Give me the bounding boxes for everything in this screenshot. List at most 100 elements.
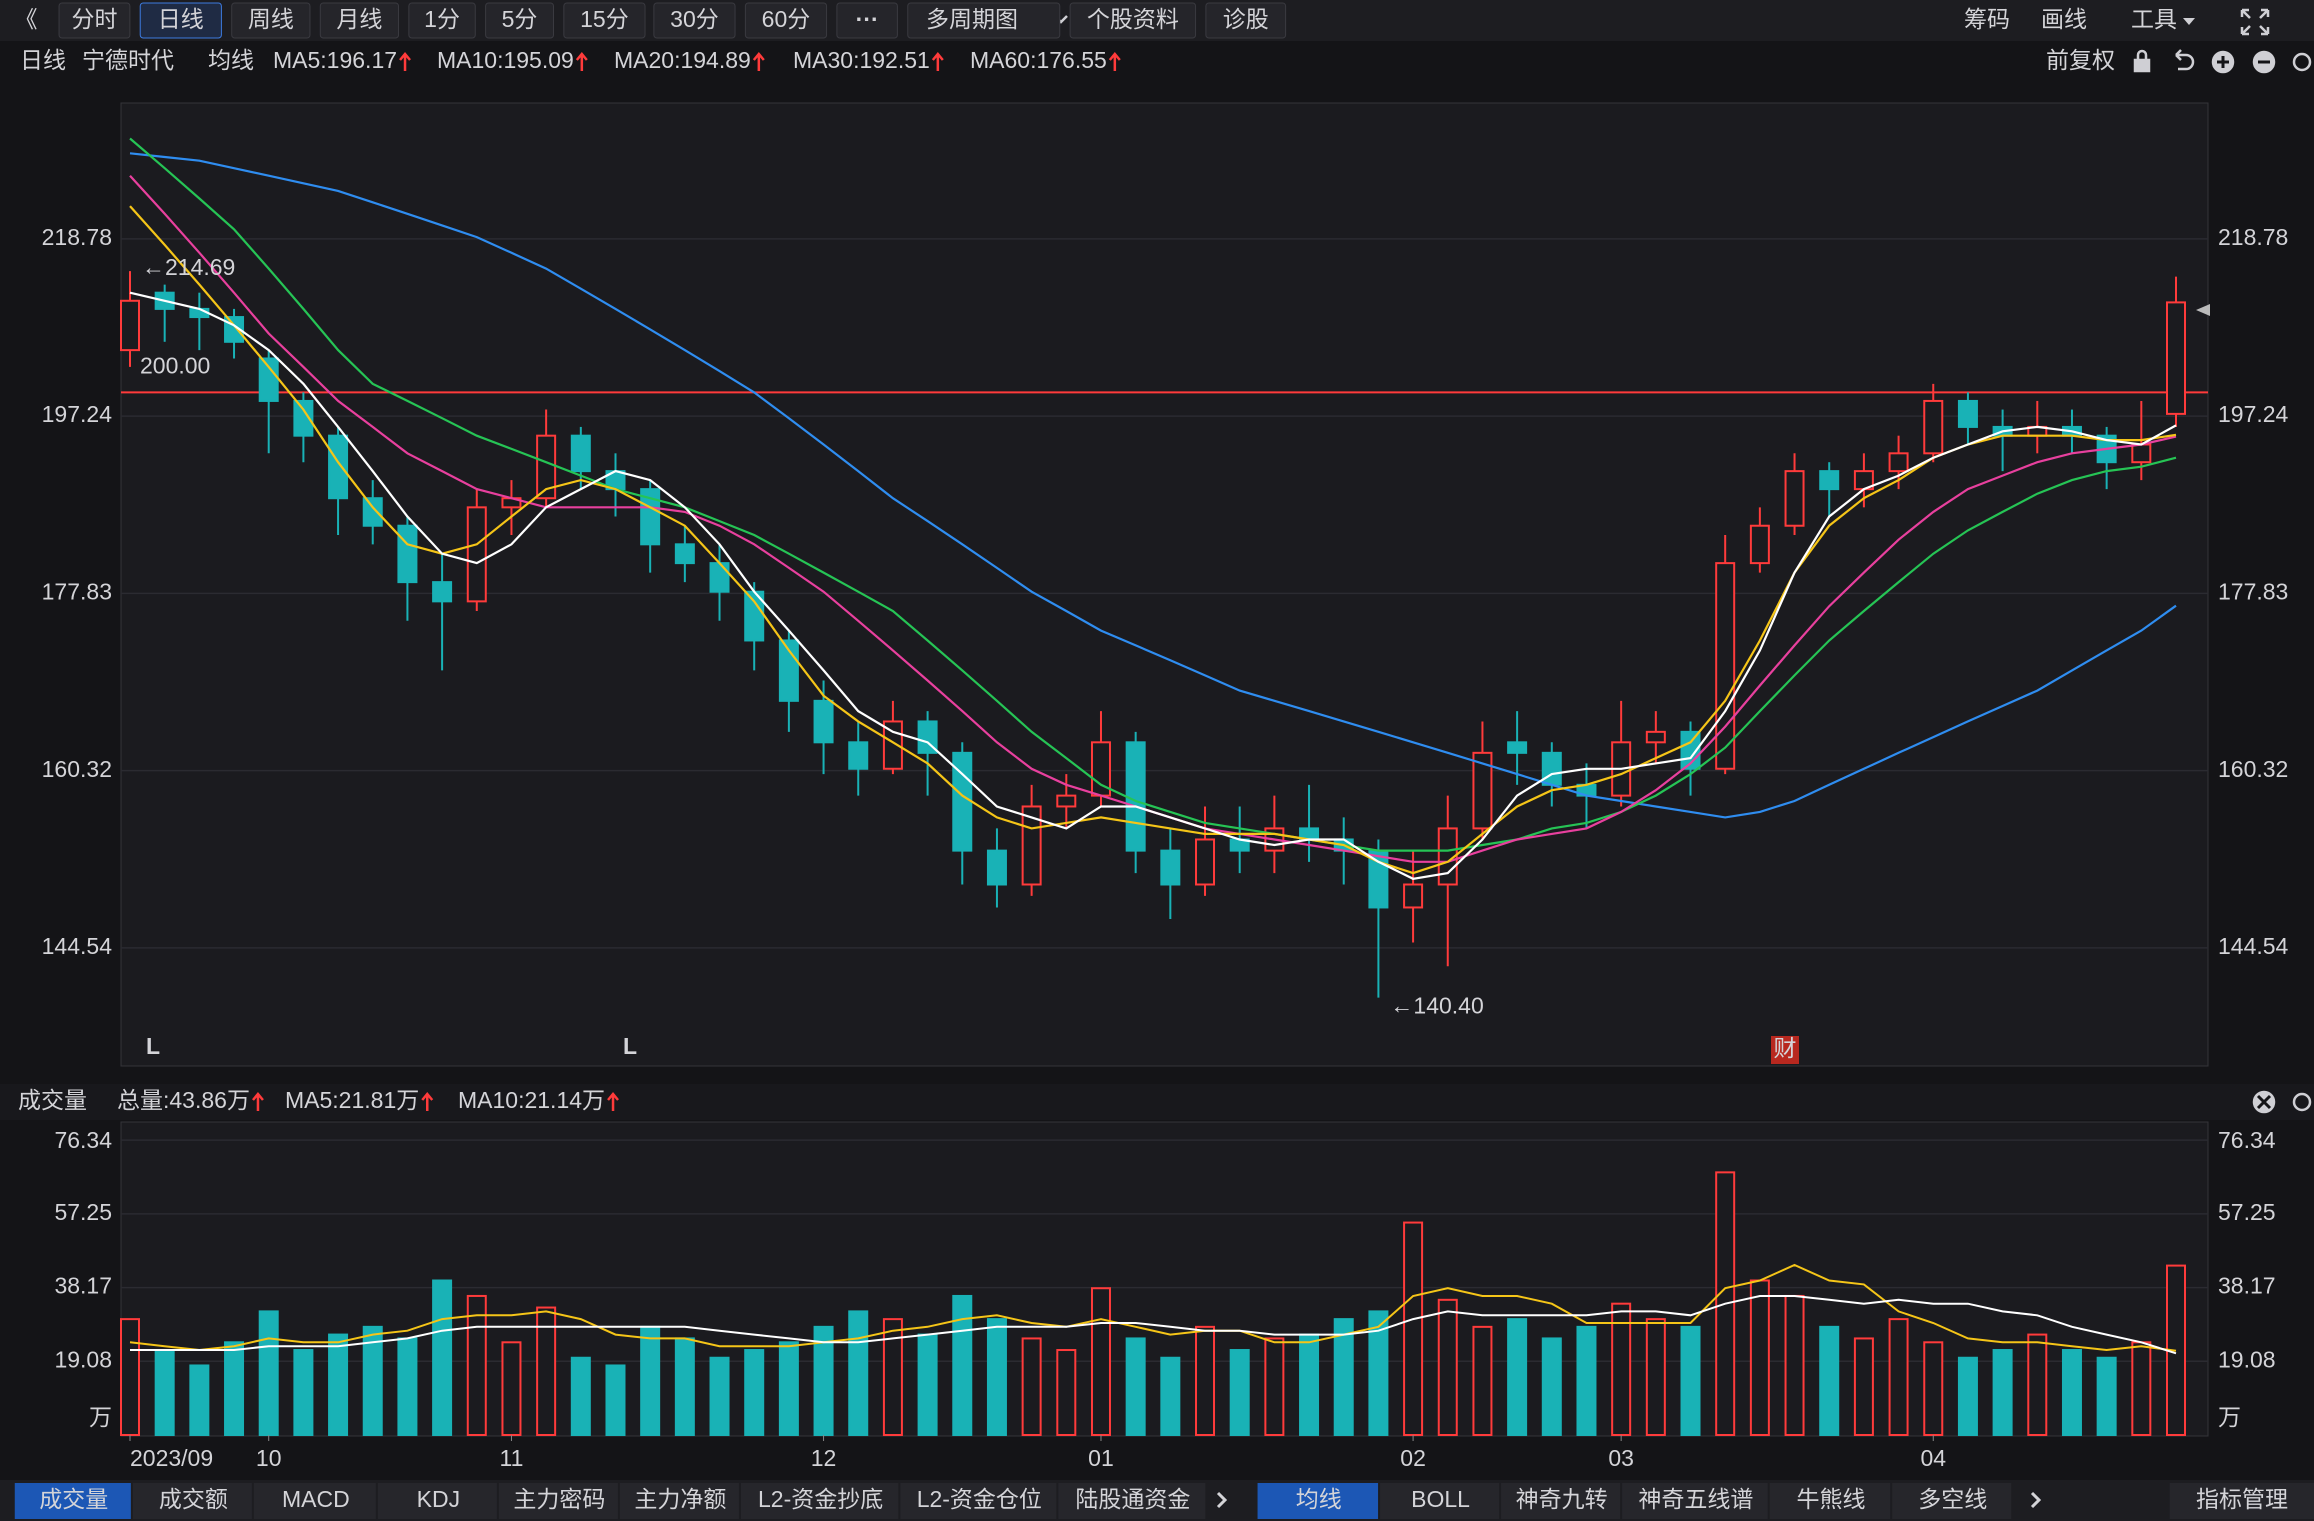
indicator-tab[interactable]: [377, 1483, 497, 1519]
volume-bar: [709, 1356, 730, 1436]
toolbar-button[interactable]: [1205, 2, 1287, 39]
signal-marker: L: [623, 1033, 637, 1059]
toolbar-button[interactable]: [485, 2, 555, 39]
toolbar-button[interactable]: [1069, 2, 1197, 39]
finance-marker: 财: [1774, 1035, 1797, 1061]
volume-bar: [1056, 1349, 1077, 1437]
volume-tick-label: 57.25: [54, 1199, 112, 1225]
volume-bar: [1645, 1318, 1666, 1436]
candle-body: [1819, 470, 1840, 491]
toolbar-button[interactable]: [319, 2, 400, 39]
toolbar-button[interactable]: [836, 2, 898, 39]
volume-bar: [1819, 1325, 1840, 1436]
volume-tick-label: 万: [89, 1404, 112, 1430]
volume-bar: [1680, 1325, 1701, 1436]
extreme-annotation: ←214.69: [142, 254, 235, 280]
volume-bar: [1888, 1318, 1909, 1436]
volume-settings-icon[interactable]: [2292, 1092, 2312, 1112]
overlay-tab[interactable]: [1769, 1483, 1891, 1519]
overlay-tab[interactable]: [1892, 1483, 2012, 1519]
volume-tick-label: 38.17: [54, 1273, 112, 1299]
volume-bar: [1403, 1221, 1424, 1436]
toolbar-button[interactable]: [653, 2, 736, 39]
candle-body: [848, 741, 869, 770]
indicator-tab[interactable]: [132, 1483, 252, 1519]
volume-ma-line: [130, 1295, 2177, 1355]
ma-legend: MA20:194.89: [614, 47, 751, 73]
volume-bar: [1507, 1318, 1528, 1436]
indicator-tab[interactable]: [14, 1483, 131, 1519]
indicator-tab[interactable]: [900, 1483, 1057, 1519]
volume-tick-label: 76.34: [54, 1127, 112, 1153]
volume-bar: [1299, 1333, 1320, 1436]
overlay-tab[interactable]: [1257, 1483, 1379, 1519]
settings-icon[interactable]: [2292, 52, 2312, 72]
toolbar-button[interactable]: [408, 2, 476, 39]
x-tick-label: 10: [256, 1445, 282, 1471]
overlay-tab[interactable]: [1380, 1483, 1500, 1519]
indicator-tab[interactable]: [253, 1483, 376, 1519]
toolbar-right-label[interactable]: 画线: [2041, 6, 2087, 32]
volume-bar: [2061, 1349, 2082, 1437]
volume-bar: [1195, 1325, 1216, 1436]
candle-body: [120, 299, 140, 352]
tab-scroll-icons[interactable]: [1216, 1491, 2042, 1509]
indicator-tab[interactable]: [619, 1483, 739, 1519]
toolbar-button[interactable]: [563, 2, 646, 39]
volume-bar: [570, 1356, 591, 1436]
candle-body: [1403, 883, 1424, 909]
volume-tick-label: 19.08: [54, 1346, 112, 1372]
volume-bar: [1853, 1337, 1874, 1436]
price-pointer: [2196, 304, 2210, 316]
finance-marker-box[interactable]: [1771, 1036, 1799, 1064]
volume-bar: [1229, 1349, 1250, 1437]
x-tick-label: 04: [1920, 1445, 1946, 1471]
volume-ma-line: [129, 1263, 2177, 1352]
y-tick-label: 160.32: [42, 756, 112, 782]
manage-tab[interactable]: [2169, 1483, 2314, 1519]
indicator-tab[interactable]: [740, 1483, 899, 1519]
ma-line: [129, 291, 2177, 880]
indicator-tab-label: MACD: [282, 1486, 350, 1512]
volume-bar: [120, 1318, 140, 1436]
lock-icon[interactable]: [2133, 58, 2151, 73]
y-tick-label-right: 177.83: [2218, 578, 2288, 604]
indicator-tab-label: 主力密码: [513, 1486, 605, 1512]
adjust-label[interactable]: 前复权: [2046, 47, 2115, 73]
undo-icon[interactable]: [2175, 49, 2195, 71]
ma-legend: MA10:195.09: [437, 47, 574, 73]
ma-title: 均线: [208, 47, 254, 73]
toolbar-button[interactable]: [744, 2, 828, 39]
toolbar-button[interactable]: [58, 2, 131, 39]
ma-legend: MA30:192.51: [793, 47, 930, 73]
volume-bar: [2131, 1341, 2152, 1437]
candle-body: [1125, 741, 1146, 852]
toolbar-label: 分时: [71, 6, 117, 32]
indicator-tab[interactable]: [498, 1483, 618, 1519]
overlay-tab[interactable]: [1622, 1483, 1768, 1519]
indicator-tab[interactable]: [1058, 1483, 1206, 1519]
candle-body: [1195, 838, 1216, 886]
toolbar-label: 5分: [502, 6, 538, 32]
volume-bar: [362, 1325, 383, 1436]
toolbar-right-label[interactable]: 筹码: [1964, 6, 2010, 32]
fullscreen-icon[interactable]: [2240, 8, 2270, 36]
up-arrow: [575, 52, 588, 71]
toolbar-button[interactable]: [231, 2, 311, 39]
toolbar-button[interactable]: [907, 2, 1061, 39]
volume-tick-label-right: 76.34: [2218, 1127, 2276, 1153]
toolbar-button[interactable]: [139, 2, 222, 39]
volume-bar: [1437, 1298, 1458, 1436]
volume-bar: [1090, 1287, 1111, 1436]
back-button[interactable]: 《: [15, 6, 38, 32]
toolbar-right-label[interactable]: 工具: [2131, 6, 2177, 32]
overlay-tab[interactable]: [1501, 1483, 1621, 1519]
volume-legend: MA5:21.81万: [285, 1087, 419, 1113]
y-tick-label-right: 144.54: [2218, 933, 2289, 959]
volume-bar: [224, 1341, 245, 1437]
x-tick-label: 02: [1400, 1445, 1426, 1471]
lock-shackle: [2136, 49, 2148, 60]
candle-body: [1784, 470, 1805, 527]
y-tick-label: 197.24: [42, 401, 113, 427]
